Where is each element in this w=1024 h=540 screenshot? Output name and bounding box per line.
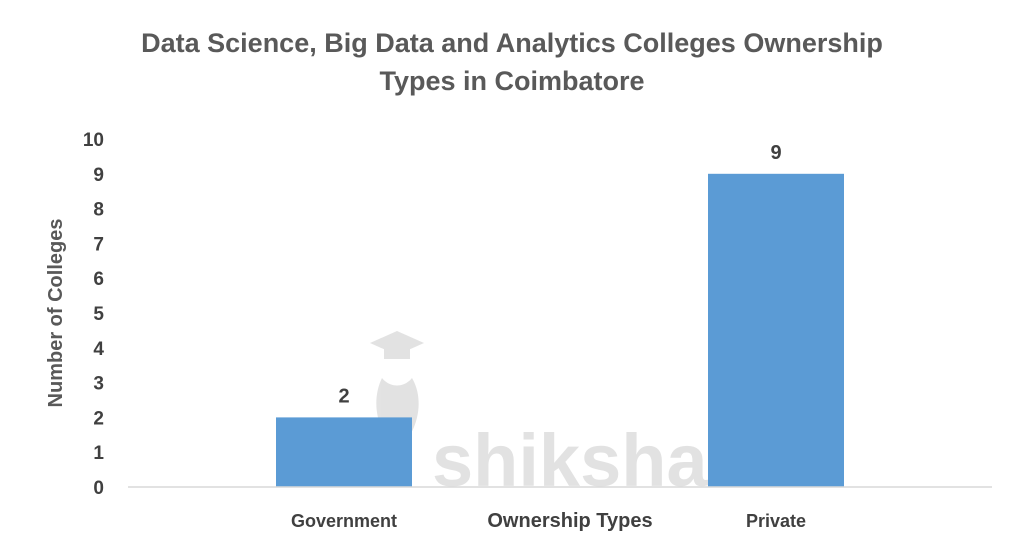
x-tick-label: Government — [291, 511, 397, 531]
y-tick-label: 2 — [93, 408, 104, 429]
y-tick-label: 9 — [93, 165, 104, 186]
x-axis-label: Ownership Types — [487, 510, 652, 532]
chart-title-line-1: Data Science, Big Data and Analytics Col… — [141, 28, 883, 58]
y-tick-label: 1 — [93, 443, 104, 464]
y-tick-label: 4 — [93, 339, 104, 360]
y-tick-label: 8 — [93, 200, 104, 221]
x-axis-ticks: Government Private — [291, 511, 806, 531]
y-tick-label: 0 — [93, 478, 104, 499]
bars — [276, 173, 844, 488]
cap-base-icon — [384, 349, 410, 359]
y-tick-label: 5 — [93, 304, 104, 325]
y-axis-label: Number of Colleges — [45, 219, 67, 408]
y-axis-ticks: 0 1 2 3 4 5 6 7 8 9 10 — [83, 130, 105, 499]
watermark-text: shiksha — [432, 419, 708, 502]
x-tick-label: Private — [746, 511, 806, 531]
y-tick-label: 6 — [93, 269, 104, 290]
y-tick-label: 10 — [83, 130, 104, 151]
data-label: 2 — [338, 385, 349, 407]
data-label: 9 — [770, 142, 781, 164]
bar-government — [276, 417, 412, 487]
bar-private — [708, 173, 844, 488]
graduation-cap-icon — [370, 331, 424, 355]
y-tick-label: 7 — [93, 234, 104, 255]
chart-title-line-2: Types in Coimbatore — [379, 66, 645, 96]
data-labels: 29 — [338, 142, 781, 408]
y-tick-label: 3 — [93, 374, 104, 395]
shiksha-watermark: shiksha — [370, 331, 708, 502]
